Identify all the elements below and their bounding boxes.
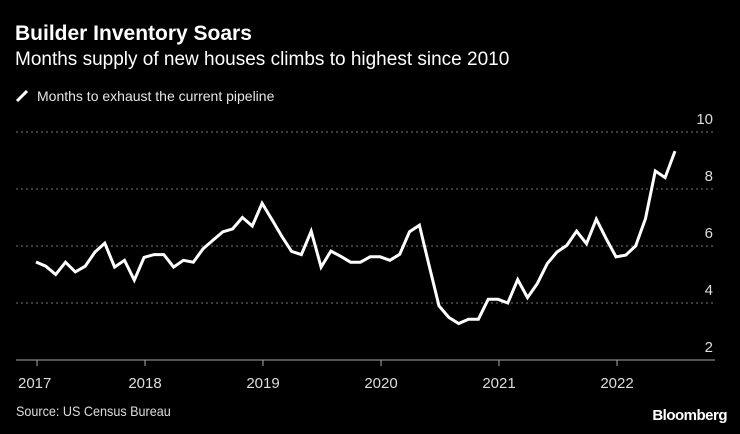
y-tick-label: 4: [705, 282, 713, 299]
x-tick-label: 2018: [128, 375, 161, 392]
y-tick-label: 6: [705, 225, 713, 242]
y-tick-label: 2: [705, 339, 713, 356]
bloomberg-logo: Bloomberg: [652, 407, 727, 424]
legend: Months to exhaust the current pipeline: [15, 88, 274, 104]
chart-subtitle: Months supply of new houses climbs to hi…: [15, 49, 510, 70]
legend-label: Months to exhaust the current pipeline: [37, 88, 275, 104]
x-tick-label: 2021: [482, 375, 515, 392]
y-tick-label: 10: [696, 111, 713, 128]
series-line: [35, 150, 677, 326]
x-tick-label: 2020: [364, 375, 397, 392]
x-tick-label: 2022: [600, 375, 633, 392]
x-tick-label: 2019: [246, 375, 279, 392]
source-note: Source: US Census Bureau: [16, 403, 171, 419]
chart-title: Builder Inventory Soars: [15, 22, 252, 45]
legend-line-icon: [15, 89, 29, 103]
y-tick-label: 8: [705, 168, 713, 185]
x-tick-label: 2017: [18, 375, 51, 392]
